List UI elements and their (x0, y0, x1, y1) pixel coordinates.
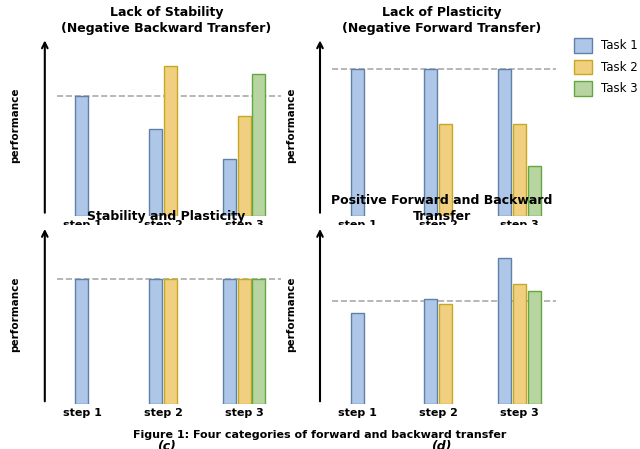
Bar (351, 313, 364, 404)
Bar (424, 69, 437, 216)
Bar (164, 279, 177, 404)
Bar (76, 96, 88, 216)
Bar (252, 74, 266, 216)
Bar (237, 116, 251, 216)
Text: performance: performance (11, 277, 20, 352)
Bar (76, 279, 88, 404)
Bar (498, 69, 511, 216)
Bar (513, 284, 526, 404)
Bar (164, 66, 177, 216)
Legend: Task 1, Task 2, Task 3: Task 1, Task 2, Task 3 (574, 38, 638, 96)
Title: Lack of Plasticity
(Negative Forward Transfer): Lack of Plasticity (Negative Forward Tra… (342, 6, 541, 35)
Bar (527, 291, 541, 404)
Text: (c): (c) (157, 440, 176, 449)
Bar (439, 124, 452, 216)
Text: (b): (b) (431, 251, 452, 264)
Text: performance: performance (286, 277, 296, 352)
Bar (424, 299, 437, 404)
Bar (223, 159, 236, 216)
Text: (d): (d) (431, 440, 452, 449)
Bar (527, 166, 541, 216)
Bar (149, 129, 162, 216)
Bar (439, 304, 452, 404)
Text: performance: performance (11, 88, 20, 163)
Text: performance: performance (286, 88, 296, 163)
Title: Positive Forward and Backward
Transfer: Positive Forward and Backward Transfer (331, 194, 552, 223)
Title: Stability and Plasticity: Stability and Plasticity (87, 210, 246, 223)
Bar (237, 279, 251, 404)
Bar (498, 258, 511, 404)
Text: (a): (a) (156, 251, 177, 264)
Text: Figure 1: Four categories of forward and backward transfer: Figure 1: Four categories of forward and… (133, 430, 507, 440)
Title: Lack of Stability
(Negative Backward Transfer): Lack of Stability (Negative Backward Tra… (61, 6, 271, 35)
Bar (223, 279, 236, 404)
Bar (513, 124, 526, 216)
Bar (149, 279, 162, 404)
Bar (351, 69, 364, 216)
Bar (252, 279, 266, 404)
